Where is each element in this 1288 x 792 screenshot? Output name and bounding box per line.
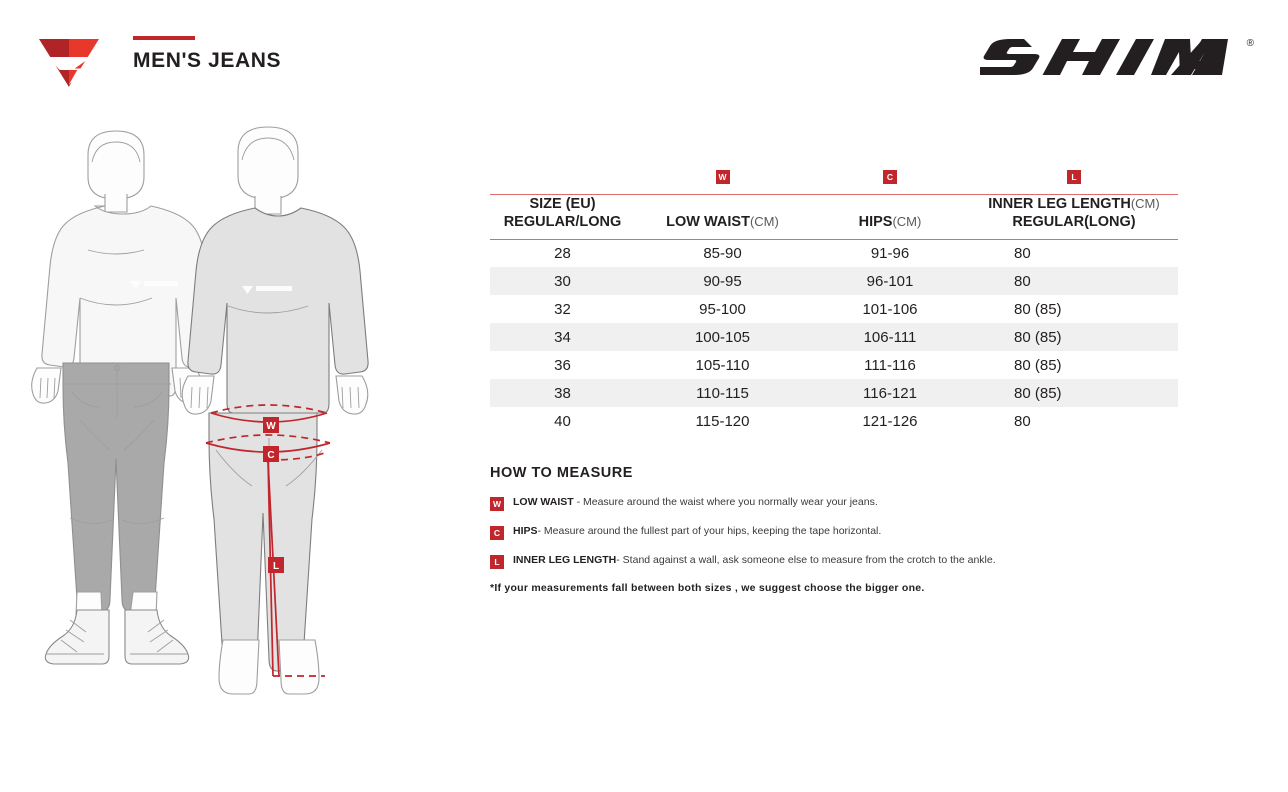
- waist-badge-icon: W: [490, 497, 504, 512]
- cell-hips: 106-111: [863, 328, 917, 346]
- column-header-size-sub: REGULAR/LONG: [503, 214, 622, 231]
- hips-marker-badge: C: [263, 446, 279, 462]
- measure-desc: - Measure around the waist where you nor…: [573, 496, 878, 509]
- table-row: 28 85-90 91-96 80: [490, 239, 1178, 267]
- cell-leg: 80: [1014, 244, 1031, 262]
- table-row: 32 95-100 101-106 80 (85): [490, 295, 1178, 323]
- measure-desc: - Stand against a wall, ask someone else…: [616, 554, 996, 567]
- table-row: 36 105-110 111-116 80 (85): [490, 351, 1178, 379]
- page-header: MEN'S JEANS ®: [0, 0, 1288, 110]
- measure-desc: - Measure around the fullest part of you…: [537, 525, 882, 538]
- cell-waist: 95-100: [699, 300, 746, 318]
- how-to-measure-section: HOW TO MEASURE W LOW WAIST - Measure aro…: [490, 465, 1010, 594]
- cell-waist: 115-120: [695, 412, 750, 430]
- waist-badge-icon: W: [715, 170, 730, 185]
- cell-hips: 116-121: [863, 384, 917, 402]
- how-to-measure-title: HOW TO MEASURE: [490, 465, 633, 482]
- cell-size: 28: [554, 244, 571, 262]
- cell-hips: 101-106: [862, 300, 918, 318]
- cell-hips: 91-96: [870, 244, 910, 262]
- measure-instruction-text: LOW WAIST - Measure around the waist whe…: [513, 495, 878, 509]
- cell-size: 32: [554, 300, 571, 318]
- column-header-waist: LOW WAIST(CM): [635, 194, 810, 240]
- cell-leg: 80 (85): [1014, 356, 1062, 374]
- table-badge-row: W C L: [490, 168, 1178, 195]
- cell-hips: 96-101: [866, 272, 914, 290]
- cell-leg: 80 (85): [1014, 384, 1062, 402]
- title-block: MEN'S JEANS: [133, 36, 281, 73]
- svg-text:C: C: [267, 450, 274, 461]
- measurement-figures: .ol { fill:none; stroke:#8a8a8a; stroke-…: [20, 120, 440, 770]
- leg-badge-icon: L: [490, 555, 504, 570]
- table-header-row: SIZE (EU) REGULAR/LONG LOW WAIST(CM) HIP…: [490, 194, 1178, 240]
- table-row: 38 110-115 116-121 80 (85): [490, 379, 1178, 408]
- cell-size: 40: [554, 412, 571, 430]
- column-header-leg-label: INNER LEG LENGTH: [988, 195, 1131, 212]
- measure-term: INNER LEG LENGTH: [513, 554, 617, 567]
- cell-hips: 121-126: [862, 412, 918, 430]
- column-header-waist-unit: (CM): [749, 214, 779, 230]
- table-row: 34 100-105 106-111 80 (85): [490, 323, 1178, 352]
- column-header-leg-sub: REGULAR(LONG): [1012, 214, 1136, 231]
- sizing-footnote: *If your measurements fall between both …: [490, 582, 925, 595]
- low-waist-marker-badge: W: [263, 417, 279, 433]
- shima-wordmark-logo: [980, 36, 1244, 78]
- column-header-leg-unit: (CM): [1130, 195, 1160, 211]
- cell-leg: 80: [1014, 412, 1031, 430]
- figure-illustration: .ol { fill:none; stroke:#8a8a8a; stroke-…: [31, 126, 369, 695]
- page-title: MEN'S JEANS: [133, 49, 282, 72]
- badge-cell-size: [490, 168, 635, 195]
- cell-waist: 90-95: [703, 272, 742, 290]
- measure-instruction-text: INNER LEG LENGTH- Stand against a wall, …: [513, 553, 996, 567]
- cell-waist: 110-115: [696, 384, 749, 402]
- column-header-waist-label: LOW WAIST: [666, 214, 750, 231]
- cell-size: 34: [554, 328, 571, 346]
- title-accent-rule: [133, 36, 195, 40]
- cell-size: 38: [554, 384, 571, 402]
- size-chart-table: W C L SIZE (EU) REGULAR/LONG LOW WAIST(C…: [490, 168, 1178, 435]
- size-info-panel: W C L SIZE (EU) REGULAR/LONG LOW WAIST(C…: [490, 168, 1190, 594]
- inner-leg-marker-badge: L: [268, 557, 284, 573]
- badge-cell-hips: C: [810, 168, 970, 195]
- cell-hips: 111-116: [864, 356, 916, 374]
- cell-size: 30: [554, 272, 571, 290]
- shima-triangle-logo-icon: [38, 37, 100, 89]
- table-row: 30 90-95 96-101 80: [490, 267, 1178, 296]
- column-header-size-label: SIZE (EU): [529, 195, 596, 212]
- measure-term: LOW WAIST: [513, 496, 574, 509]
- cell-waist: 85-90: [703, 244, 742, 262]
- cell-waist: 100-105: [694, 328, 751, 346]
- cell-leg: 80 (85): [1014, 328, 1062, 346]
- measure-instruction-low-waist: W LOW WAIST - Measure around the waist w…: [490, 495, 1010, 512]
- cell-leg: 80: [1014, 272, 1031, 290]
- column-header-leg: INNER LEG LENGTH(CM) REGULAR(LONG): [970, 194, 1178, 240]
- size-table-body: 28 85-90 91-96 80 30 90-95 96-101 80 32 …: [490, 239, 1178, 435]
- measure-term: HIPS: [513, 525, 538, 538]
- leg-badge-icon: L: [1067, 170, 1081, 185]
- badge-cell-leg: L: [970, 168, 1178, 195]
- hips-badge-icon: C: [883, 170, 897, 185]
- table-row: 40 115-120 121-126 80: [490, 407, 1178, 435]
- badge-cell-waist: W: [635, 168, 810, 195]
- cell-waist: 105-110: [695, 356, 750, 374]
- left-figure-man-in-jeans: [31, 130, 215, 665]
- svg-text:W: W: [266, 421, 276, 432]
- measure-instruction-text: HIPS- Measure around the fullest part of…: [513, 524, 881, 538]
- registered-trademark-mark: ®: [1246, 38, 1254, 49]
- hips-badge-icon: C: [490, 526, 504, 541]
- measure-instruction-hips: C HIPS- Measure around the fullest part …: [490, 524, 1010, 541]
- column-header-size: SIZE (EU) REGULAR/LONG: [490, 194, 635, 240]
- column-header-hips-label: HIPS: [858, 214, 893, 231]
- measure-instruction-inner-leg: L INNER LEG LENGTH- Stand against a wall…: [490, 553, 1010, 570]
- cell-leg: 80 (85): [1014, 300, 1062, 318]
- cell-size: 36: [554, 356, 571, 374]
- column-header-hips: HIPS(CM): [810, 194, 970, 240]
- column-header-hips-unit: (CM): [892, 214, 922, 230]
- right-figure-body-measurements: W C L: [181, 126, 369, 695]
- svg-text:L: L: [273, 561, 279, 572]
